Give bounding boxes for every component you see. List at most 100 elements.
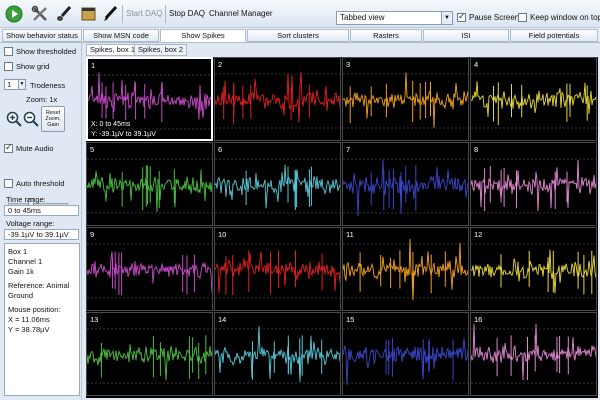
spike-waveform-trace bbox=[471, 249, 596, 294]
tab-show-msn-code[interactable]: Show MSN code bbox=[83, 29, 159, 42]
spike-waveform-plot bbox=[343, 72, 468, 129]
spike-waveform-trace bbox=[343, 238, 468, 301]
channel-number-label: 11 bbox=[346, 230, 354, 239]
checkbox-box[interactable] bbox=[4, 179, 13, 188]
pen-icon[interactable] bbox=[100, 4, 120, 24]
pause-screen-label: Pause Screen bbox=[469, 13, 520, 22]
channel-number-label: 9 bbox=[90, 230, 95, 239]
left-control-panel: Show thresholded Show grid 1 ▼ Trodeness… bbox=[0, 43, 82, 400]
stop-daq-button[interactable]: Stop DAQ bbox=[169, 9, 206, 18]
spike-channel-cell[interactable]: 6 bbox=[214, 142, 341, 226]
channel-number-label: 2 bbox=[218, 60, 223, 69]
channel-number-label: 13 bbox=[90, 315, 99, 324]
channel-number-label: 5 bbox=[90, 145, 95, 154]
notebook-icon[interactable] bbox=[78, 4, 98, 24]
spike-waveform-plot bbox=[87, 243, 212, 299]
chevron-down-icon[interactable]: ▼ bbox=[18, 80, 25, 89]
channel-number-label: 4 bbox=[474, 60, 479, 69]
info-reference: Reference: Animal bbox=[8, 281, 70, 290]
tab-spikes-box-1[interactable]: Spikes, box 1 bbox=[86, 44, 140, 56]
zoom-in-icon[interactable] bbox=[6, 111, 22, 127]
checkbox-box[interactable] bbox=[457, 11, 466, 22]
tab-rasters[interactable]: Rasters bbox=[350, 29, 422, 42]
tab-field-potentials[interactable]: Field potentials bbox=[510, 29, 598, 42]
channel-info-box: Box 1 Channel 1 Gain 1k Reference: Anima… bbox=[4, 243, 80, 396]
info-channel: Channel 1 bbox=[8, 257, 43, 266]
keep-on-top-checkbox[interactable]: Keep window on top bbox=[518, 13, 600, 22]
channel-number-label: 8 bbox=[474, 145, 479, 154]
spike-waveform-trace bbox=[88, 72, 211, 120]
spike-channel-cell[interactable]: 12 bbox=[470, 227, 597, 311]
reset-zoom-gain-button[interactable]: Reset Zoom, Gain bbox=[41, 106, 65, 132]
pause-screen-checkbox[interactable]: Pause Screen bbox=[457, 11, 520, 22]
view-mode-select[interactable]: Tabbed view ▼ bbox=[336, 11, 453, 25]
mute-audio-checkbox[interactable]: Mute Audio bbox=[4, 142, 54, 153]
trodeness-label: Trodeness bbox=[30, 81, 66, 90]
spike-channel-cell[interactable]: 15 bbox=[342, 312, 469, 396]
channel-number-label: 10 bbox=[218, 230, 227, 239]
spike-channel-cell[interactable]: 8 bbox=[470, 142, 597, 226]
spike-channel-cell[interactable]: 9 bbox=[86, 227, 213, 311]
tab-show-spikes[interactable]: Show Spikes bbox=[160, 29, 246, 42]
spike-channel-cell[interactable]: 11 bbox=[342, 227, 469, 311]
trodeness-value: 1 bbox=[7, 80, 12, 89]
tab-show-behavior-status[interactable]: Show behavior status bbox=[2, 29, 82, 42]
voltage-range-field[interactable]: -39.1µV to 39.1µV bbox=[4, 229, 79, 240]
tab-spikes-box-2[interactable]: Spikes, box 2 bbox=[134, 44, 188, 56]
info-ground: Ground bbox=[8, 291, 34, 300]
channel-number-label: 6 bbox=[218, 145, 223, 154]
keep-on-top-label: Keep window on top bbox=[530, 13, 600, 22]
spike-waveform-trace bbox=[471, 159, 596, 212]
spike-channel-cell[interactable]: 13 bbox=[86, 312, 213, 396]
channel-number-label: 15 bbox=[346, 315, 355, 324]
checkbox-box[interactable] bbox=[4, 47, 13, 56]
time-range-label: Time range: bbox=[6, 195, 46, 204]
spike-waveform-trace bbox=[343, 72, 468, 128]
brush-icon[interactable] bbox=[54, 4, 74, 24]
auto-threshold-checkbox[interactable]: Auto threshold bbox=[4, 179, 64, 188]
channel-number-label: 7 bbox=[346, 145, 351, 154]
spike-channel-cell[interactable]: 14 bbox=[214, 312, 341, 396]
chevron-down-icon[interactable]: ▼ bbox=[441, 12, 452, 24]
auto-threshold-label: Auto threshold bbox=[16, 179, 65, 188]
tools-icon[interactable] bbox=[30, 4, 50, 24]
spike-waveform-plot bbox=[215, 243, 340, 299]
x-range-annotation: X: 0 to 45ms bbox=[91, 121, 131, 128]
channel-manager-button[interactable]: Channel Manager bbox=[209, 9, 273, 18]
spike-channel-cell[interactable]: 4 bbox=[470, 57, 597, 141]
spike-waveform-plot bbox=[87, 328, 212, 384]
show-grid-checkbox[interactable]: Show grid bbox=[4, 62, 49, 71]
toolbar-separator bbox=[165, 5, 166, 23]
spike-waveform-plot bbox=[471, 323, 596, 384]
play-icon[interactable] bbox=[4, 4, 24, 24]
y-range-annotation: Y: -39.1µV to 39.1µV bbox=[91, 131, 156, 138]
channel-number-label: 16 bbox=[474, 315, 483, 324]
toolbar-separator bbox=[122, 5, 123, 23]
checkbox-box[interactable] bbox=[4, 62, 13, 71]
spike-channel-cell[interactable]: 16 bbox=[470, 312, 597, 396]
channel-number-label: 14 bbox=[218, 315, 227, 324]
spike-channel-cell[interactable]: 10 bbox=[214, 227, 341, 311]
show-thresholded-checkbox[interactable]: Show thresholded bbox=[4, 47, 76, 56]
info-gain: Gain 1k bbox=[8, 267, 34, 276]
trodeness-spinner[interactable]: 1 ▼ bbox=[4, 79, 26, 90]
checkbox-box[interactable] bbox=[4, 142, 13, 153]
info-mouse-y: Y = 38.78µV bbox=[8, 325, 50, 334]
checkbox-box[interactable] bbox=[518, 13, 527, 22]
spike-waveform-plot bbox=[215, 326, 340, 384]
tab-sort-clusters[interactable]: Sort clusters bbox=[247, 29, 349, 42]
spike-channel-cell[interactable]: 3 bbox=[342, 57, 469, 141]
tab-isi[interactable]: ISI bbox=[423, 29, 509, 42]
spike-waveform-trace bbox=[215, 71, 340, 123]
info-mouse-label: Mouse position: bbox=[8, 305, 61, 314]
spike-waveform-trace bbox=[343, 159, 468, 217]
spike-channel-cell[interactable]: 2 bbox=[214, 57, 341, 141]
spike-waveform-grid[interactable]: 1 X: 0 to 45ms Y: -39.1µV to 39.1µV 2 3 4 5 6 7 8… bbox=[86, 57, 598, 398]
zoom-out-icon[interactable] bbox=[23, 111, 39, 127]
time-range-field[interactable]: 0 to 45ms bbox=[4, 205, 79, 216]
start-daq-button[interactable]: Start DAQ bbox=[126, 9, 163, 18]
view-tab-bar: Show behavior status Show MSN code Show … bbox=[0, 28, 600, 43]
spike-channel-cell[interactable]: 5 bbox=[86, 142, 213, 226]
spike-channel-cell[interactable]: 7 bbox=[342, 142, 469, 226]
spike-channel-cell[interactable]: 1 X: 0 to 45ms Y: -39.1µV to 39.1µV bbox=[86, 57, 213, 141]
